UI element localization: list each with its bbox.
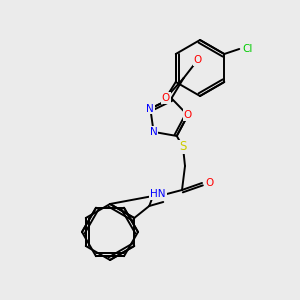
Text: O: O bbox=[206, 178, 214, 188]
Text: S: S bbox=[179, 140, 187, 154]
Text: O: O bbox=[184, 110, 192, 120]
Text: HN: HN bbox=[150, 189, 166, 199]
Text: N: N bbox=[150, 127, 158, 137]
Text: O: O bbox=[193, 55, 202, 65]
Text: Cl: Cl bbox=[242, 44, 252, 54]
Text: N: N bbox=[146, 103, 154, 114]
Text: O: O bbox=[162, 93, 170, 103]
